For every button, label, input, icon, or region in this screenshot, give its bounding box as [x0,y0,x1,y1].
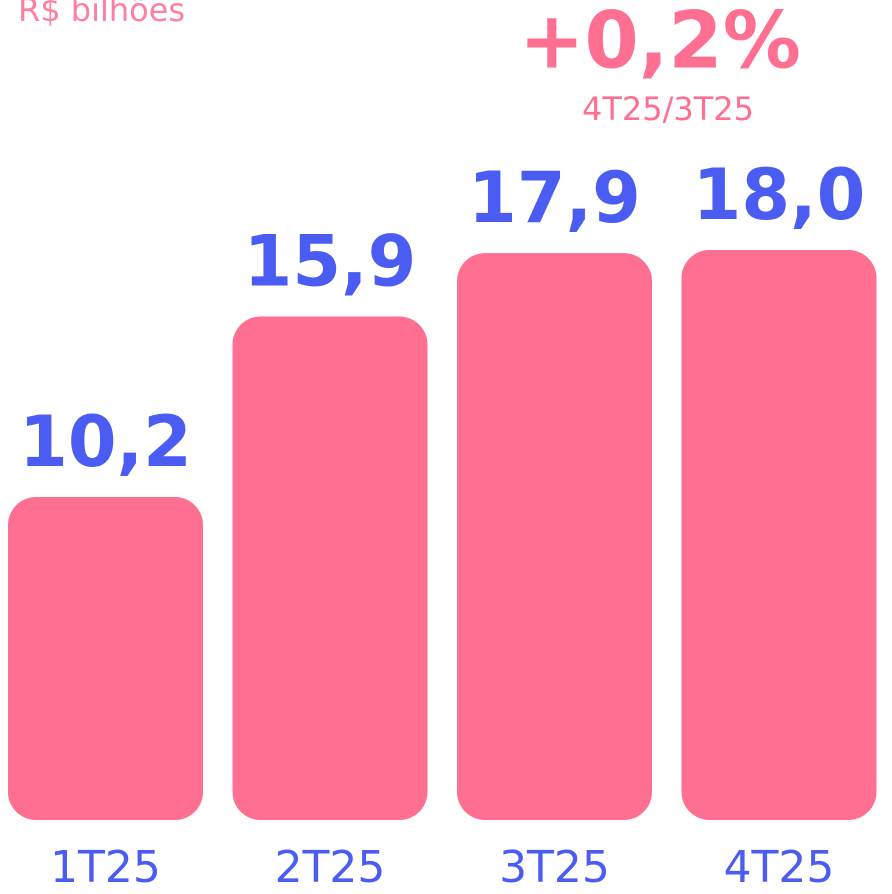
value-label: 15,9 [244,221,417,303]
x-tick-label: 2T25 [275,842,386,893]
change-annotation: +0,2% [519,0,801,86]
bar [232,316,428,820]
value-label: 18,0 [693,154,866,236]
x-tick-label: 1T25 [50,842,161,893]
bar [681,250,877,820]
chart-title: R$ bilhões [18,0,185,29]
x-tick-label: 3T25 [499,842,610,893]
change-period: 4T25/3T25 [582,90,754,128]
value-label: 17,9 [468,157,641,239]
bar [457,253,652,820]
bar [8,497,203,820]
x-tick-label: 4T25 [724,842,835,893]
value-label: 10,2 [19,401,192,483]
